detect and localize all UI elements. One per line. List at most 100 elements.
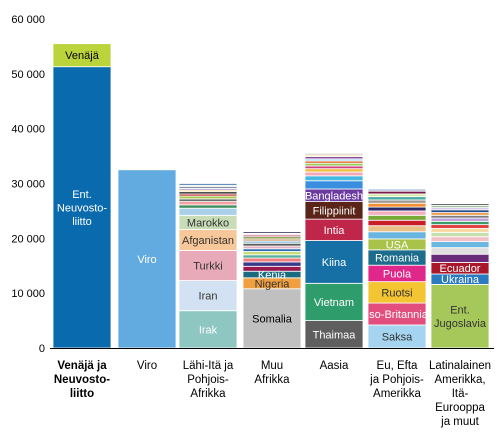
x-category-label-line: ja Pohjois- — [369, 374, 424, 386]
segment-label-line: Saksa — [382, 331, 413, 343]
y-tick-label: 0 — [39, 343, 45, 355]
bar-segment — [242, 251, 302, 256]
bar-segment — [430, 220, 490, 226]
x-category-label-line: ja muut — [440, 416, 480, 428]
y-axis: 0 10 000 20 000 30 000 40 000 50 000 60 000 — [11, 14, 45, 355]
segment-label-line: Marokko — [187, 217, 229, 229]
segment-label: Iran — [199, 291, 218, 303]
segment-label: Ent. Jugoslavia — [434, 304, 487, 330]
segment-label-line: Bangladesh — [305, 190, 363, 202]
bar-segment — [52, 66, 112, 349]
bar-segment — [304, 282, 364, 321]
segment-label: Afganistan — [182, 235, 234, 247]
x-category-label: Venäjä ja Neuvosto-liitto — [54, 360, 110, 400]
x-category-label: Viro — [137, 360, 157, 372]
bar-segment — [430, 214, 490, 219]
x-category-label-line: Afrikka — [254, 374, 290, 386]
x-category-label-line: Viro — [137, 360, 157, 372]
bar-stack — [242, 231, 302, 349]
segment-label-line: Intia — [324, 225, 346, 237]
bar-segment — [178, 195, 238, 200]
segment-label: Puola — [383, 268, 412, 280]
bar-segment — [367, 214, 427, 221]
x-category-label-line: Neuvosto- — [54, 374, 110, 386]
segment-label: Filippiinit — [313, 205, 356, 217]
bar-stack — [52, 43, 112, 349]
segment-label: Ruotsi — [381, 287, 412, 299]
segment-label-line: Ent. — [72, 189, 92, 201]
segment-labels: Ent. Neuvosto-liittoVenäjäViroIrakIranTur… — [57, 50, 487, 343]
bar-segment — [367, 225, 427, 233]
x-category-label-line: Afrikka — [190, 388, 226, 400]
x-category-label-line: liitto — [70, 388, 94, 400]
segment-label-line: Ukraina — [441, 274, 480, 286]
y-tick-label: 50 000 — [11, 69, 45, 81]
bar-segment — [430, 253, 490, 263]
bar-segment — [367, 231, 427, 240]
segment-label-line: Kiina — [322, 257, 347, 269]
x-category-label-line: Amerikka, — [434, 374, 485, 386]
segment-label: Thaimaa — [313, 329, 357, 341]
segment-label-line: Venäjä — [65, 50, 100, 62]
segment-label: Irak — [199, 324, 218, 336]
x-category-label-line: Venäjä ja — [57, 360, 107, 372]
y-tick-label: 60 000 — [11, 14, 45, 26]
bar-segment — [242, 288, 302, 349]
bar-segment — [242, 245, 302, 250]
bar-segment — [367, 193, 427, 198]
segment-label: Bangladesh — [305, 190, 363, 202]
bar-segment — [304, 171, 364, 177]
bar-stack — [430, 203, 490, 349]
x-axis: Venäjä ja Neuvosto-liitto Viro Lähi-Itä ja P… — [50, 348, 494, 428]
bar-segment — [367, 202, 427, 208]
bar-segment — [367, 199, 427, 204]
segment-label: Saksa — [382, 331, 413, 343]
segment-label-line: Ecuador — [440, 263, 481, 275]
segment-label: Vietnam — [314, 297, 354, 309]
y-tick-label: 40 000 — [11, 124, 45, 136]
y-tick-label: 20 000 — [11, 233, 45, 245]
segment-label: USA — [386, 239, 409, 251]
bar-segment — [242, 231, 302, 234]
segment-label: Ukraina — [441, 274, 480, 286]
segment-label-line: Iran — [199, 291, 218, 303]
bar-segment — [242, 242, 302, 247]
bar-segment — [367, 206, 427, 212]
x-category-label-line: Amerikka — [373, 388, 422, 400]
bar-stack — [178, 183, 238, 349]
bar-segment — [430, 231, 490, 238]
bar-segment — [304, 165, 364, 170]
segment-label-line: liitto — [72, 216, 92, 228]
segment-label: Intia — [324, 225, 346, 237]
segment-label: Venäjä — [65, 50, 100, 62]
bar-segment — [304, 168, 364, 173]
bar-segment — [304, 152, 364, 156]
bar-stack — [304, 152, 364, 349]
bar-segment — [304, 180, 364, 190]
segment-label-line: Afganistan — [182, 235, 234, 247]
segment-label: Nigeria — [255, 278, 291, 290]
segment-label-line: Somalia — [252, 313, 293, 325]
x-category-label-line: Eu, Efta — [377, 360, 419, 372]
bar-segment — [304, 162, 364, 167]
y-tick-label: 10 000 — [11, 288, 45, 300]
segment-label-line: Ruotsi — [381, 287, 412, 299]
bar-segment — [367, 188, 427, 192]
segment-label: Romania — [375, 253, 420, 265]
x-category-label: Aasia — [320, 360, 349, 372]
bar-segment — [367, 210, 427, 216]
segment-label: Kiina — [322, 257, 347, 269]
x-category-label: Eu, Efta ja Pohjois- Amerikka — [369, 360, 424, 400]
x-category-label-line: Pohjois- — [187, 374, 229, 386]
bar-segment — [304, 175, 364, 182]
segment-label-line: Viro — [137, 254, 156, 266]
bar-segment — [304, 320, 364, 349]
segment-label-line: Puola — [383, 268, 412, 280]
bar-segment — [430, 203, 490, 206]
bar-segment — [367, 196, 427, 201]
x-category-label-line: Eurooppa — [435, 402, 485, 414]
segment-label-line: Romania — [375, 253, 420, 265]
segment-label-line: Filippiinit — [313, 205, 356, 217]
x-category-label: Muu Afrikka — [254, 360, 290, 386]
